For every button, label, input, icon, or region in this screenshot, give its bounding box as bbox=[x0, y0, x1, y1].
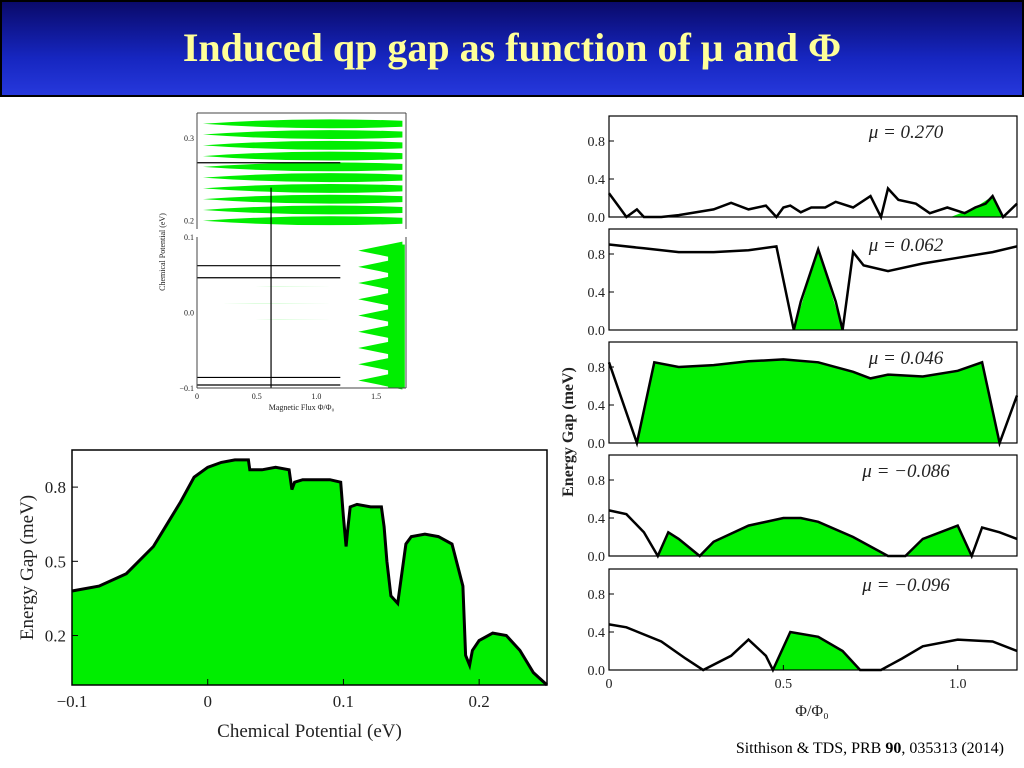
phase-wedge-top bbox=[202, 173, 403, 183]
phi-panel-ytick-label: 0.0 bbox=[588, 211, 606, 226]
phi-panel-frame bbox=[608, 115, 1018, 218]
phi-panel-ytick-label: 0.0 bbox=[588, 550, 606, 565]
gap-vs-mu-xtick-label: 0 bbox=[203, 692, 212, 711]
phase-wedge-top bbox=[202, 119, 403, 129]
phi-panel-frame bbox=[608, 341, 1018, 444]
phi-panel-mu-label: μ = 0.062 bbox=[868, 235, 944, 256]
phi-xtick-label: 1.0 bbox=[949, 677, 967, 692]
phase-ytick-label: 0.1 bbox=[184, 233, 194, 242]
phi-panel-line bbox=[607, 358, 1019, 448]
phi-panel-ytick-label: 0.8 bbox=[588, 135, 606, 150]
phase-ytick-label: 0.3 bbox=[184, 134, 194, 143]
phi-panel-ytick-label: 0.8 bbox=[588, 248, 606, 263]
citation-rest: , 035313 (2014) bbox=[901, 740, 1004, 757]
phase-ytick-label: −0.1 bbox=[179, 384, 194, 393]
gap-vs-mu-ytick-label: 0.8 bbox=[45, 478, 66, 497]
gap-vs-mu-ylabel: Energy Gap (meV) bbox=[17, 495, 38, 640]
slide-title: Induced qp gap as function of μ and Φ bbox=[182, 25, 842, 70]
phase-ytick-label: 0.0 bbox=[184, 309, 194, 318]
phase-ytick-label: 0.2 bbox=[184, 217, 194, 226]
phi-panel-ytick-label: 0.0 bbox=[588, 437, 606, 452]
phi-xlabel: Φ/Φ₀ bbox=[795, 703, 828, 720]
phase-wedge-top bbox=[202, 216, 403, 226]
gap-vs-mu-xtick-label: 0.2 bbox=[469, 692, 490, 711]
phi-panel-mu-label: μ = 0.270 bbox=[868, 122, 944, 143]
gap-vs-mu-ytick-label: 0.5 bbox=[45, 552, 66, 571]
phase-wedge-top bbox=[202, 183, 403, 193]
phase-diagram-chart: 0 0.5 1.0 1.5 −0.1 0.0 0.1 0.2 0.3 Magnetic Flux … bbox=[158, 112, 407, 412]
gap-vs-mu-chart: −0.1 0 0.1 0.2 0.2 0.5 0.8 Chemical Potential (… bbox=[17, 449, 549, 742]
phase-wedge-top bbox=[202, 162, 403, 172]
phi-panel: 0.0 0.4 0.8 μ = −0.086 bbox=[588, 454, 1018, 565]
citation-authors: Sitthison & TDS, PRB bbox=[735, 740, 886, 757]
phi-panel-area bbox=[657, 518, 972, 556]
phi-panel-area bbox=[636, 359, 1000, 443]
phase-xlabel: Magnetic Flux Φ/Φ₀ bbox=[269, 403, 335, 412]
gap-vs-mu-frame bbox=[71, 449, 548, 686]
phi-xtick-label: 0.5 bbox=[775, 677, 793, 692]
phase-frame bbox=[196, 112, 407, 389]
phase-xtick-label: 0 bbox=[195, 392, 199, 401]
phi-panel-ytick-label: 0.4 bbox=[588, 626, 606, 641]
gap-vs-mu-ytick-label: 0.2 bbox=[45, 627, 66, 646]
phi-panel-ytick-label: 0.8 bbox=[588, 361, 606, 376]
gap-vs-mu-xlabel: Chemical Potential (eV) bbox=[217, 721, 402, 742]
phi-panel-ytick-label: 0.4 bbox=[588, 399, 606, 414]
phi-panel-mu-label: μ = −0.096 bbox=[861, 575, 950, 596]
phi-panel-ytick-label: 0.4 bbox=[588, 173, 606, 188]
phi-panel-line bbox=[607, 185, 1018, 221]
phi-panel-mu-label: μ = 0.046 bbox=[868, 348, 944, 369]
phi-panel-frame bbox=[608, 568, 1018, 671]
phi-panel-ytick-label: 0.4 bbox=[588, 512, 606, 527]
phi-panel-ytick-label: 0.4 bbox=[588, 286, 606, 301]
phi-panel-area bbox=[772, 632, 861, 670]
phi-panel: 0.0 0.4 0.8 μ = 0.062 bbox=[588, 228, 1018, 339]
gap-vs-mu-area bbox=[72, 459, 547, 685]
phase-wedge-top bbox=[202, 130, 403, 139]
title-bar: Induced qp gap as function of μ and Φ bbox=[0, 0, 1024, 97]
phase-xtick-label: 0.5 bbox=[252, 392, 262, 401]
phi-panel-area bbox=[793, 249, 843, 330]
phi-panel: 0.0 0.4 0.8 μ = −0.096 bbox=[588, 568, 1018, 679]
phase-xtick-label: 1.5 bbox=[371, 392, 381, 401]
phase-wedge-top bbox=[202, 205, 403, 215]
phi-ylabel: Energy Gap (meV) bbox=[560, 367, 577, 497]
gap-vs-mu-line bbox=[71, 458, 549, 687]
gap-vs-mu-xtick-label: 0.1 bbox=[333, 692, 354, 711]
phi-panel-ytick-label: 0.0 bbox=[588, 324, 606, 339]
phase-xtick-label: 1.0 bbox=[311, 392, 321, 401]
phi-panel-line bbox=[608, 243, 1018, 331]
phi-panel-ytick-label: 0.8 bbox=[588, 588, 606, 603]
citation-volume: 90 bbox=[885, 740, 902, 757]
phi-xtick-label: 0 bbox=[606, 677, 613, 692]
phase-column bbox=[388, 244, 405, 388]
citation: Sitthison & TDS, PRB 90, 035313 (2014) bbox=[736, 740, 1004, 758]
phi-panel-line bbox=[608, 509, 1018, 560]
phi-panel: 0.0 0.4 0.8 μ = 0.270 bbox=[588, 115, 1018, 226]
phi-panel: 0.0 0.4 0.8 μ = 0.046 bbox=[588, 341, 1019, 452]
gap-vs-mu-xtick-label: −0.1 bbox=[57, 692, 88, 711]
phi-panel-frame bbox=[608, 228, 1018, 331]
phase-wedge-top bbox=[202, 140, 403, 150]
phase-wedge-top bbox=[202, 194, 403, 204]
phase-wedge-top bbox=[202, 151, 403, 161]
phi-panel-ytick-label: 0.8 bbox=[588, 474, 606, 489]
phi-panel-line bbox=[608, 623, 1018, 673]
phase-ylabel: Chemical Potential (eV) bbox=[158, 213, 167, 291]
phi-panel-ytick-label: 0.0 bbox=[588, 664, 606, 679]
phi-panel-mu-label: μ = −0.086 bbox=[861, 461, 950, 482]
phi-panel-frame bbox=[608, 454, 1018, 557]
